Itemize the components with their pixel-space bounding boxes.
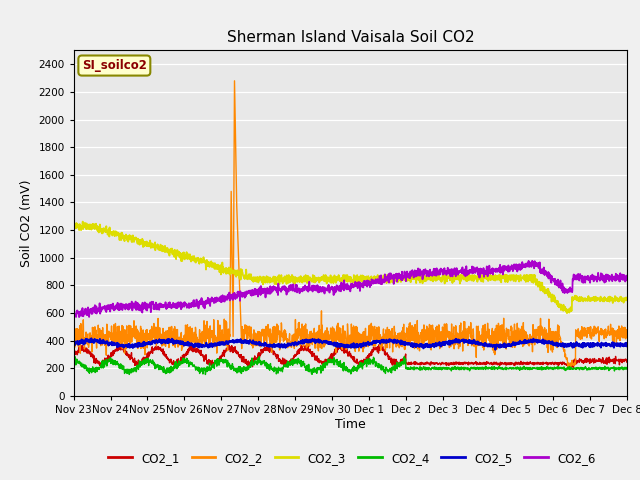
CO2_6	[623, 274, 631, 280]
CO2_4	[70, 357, 77, 363]
CO2_2	[506, 334, 514, 340]
CO2_3	[506, 274, 513, 279]
CO2_5	[339, 342, 347, 348]
Line: CO2_5: CO2_5	[74, 338, 627, 349]
Line: CO2_6: CO2_6	[74, 261, 627, 317]
CO2_2	[623, 329, 631, 335]
CO2_5	[70, 341, 77, 347]
CO2_6	[76, 314, 83, 320]
Y-axis label: Soil CO2 (mV): Soil CO2 (mV)	[20, 180, 33, 267]
CO2_5	[324, 341, 332, 347]
CO2_4	[608, 365, 616, 371]
CO2_3	[324, 277, 332, 283]
CO2_6	[529, 258, 536, 264]
Line: CO2_4: CO2_4	[74, 357, 627, 374]
CO2_1	[608, 359, 616, 364]
Line: CO2_3: CO2_3	[74, 221, 627, 313]
Legend: CO2_1, CO2_2, CO2_3, CO2_4, CO2_5, CO2_6: CO2_1, CO2_2, CO2_3, CO2_4, CO2_5, CO2_6	[104, 447, 600, 469]
CO2_6	[608, 272, 616, 278]
CO2_6	[324, 282, 332, 288]
CO2_3	[339, 278, 347, 284]
CO2_1	[570, 364, 577, 370]
CO2_2	[564, 365, 572, 371]
Text: SI_soilco2: SI_soilco2	[82, 59, 147, 72]
CO2_4	[98, 364, 106, 370]
CO2_3	[98, 228, 106, 233]
CO2_2	[607, 330, 615, 336]
CO2_5	[623, 342, 631, 348]
CO2_4	[339, 362, 347, 368]
CO2_5	[88, 336, 95, 341]
CO2_2	[98, 340, 106, 346]
CO2_4	[506, 365, 514, 371]
CO2_2	[70, 338, 77, 344]
CO2_2	[230, 78, 238, 84]
CO2_6	[99, 306, 106, 312]
CO2_1	[506, 360, 514, 366]
CO2_6	[506, 267, 514, 273]
CO2_2	[324, 341, 332, 347]
CO2_3	[623, 296, 631, 301]
CO2_1	[70, 352, 77, 358]
CO2_5	[607, 342, 615, 348]
CO2_6	[70, 310, 77, 315]
CO2_4	[607, 365, 615, 371]
CO2_4	[202, 372, 209, 377]
CO2_1	[607, 358, 615, 363]
CO2_3	[70, 218, 77, 224]
CO2_5	[506, 342, 514, 348]
CO2_4	[401, 354, 408, 360]
CO2_5	[608, 342, 616, 348]
CO2_1	[623, 359, 631, 365]
CO2_3	[607, 296, 615, 302]
CO2_5	[99, 340, 106, 346]
CO2_1	[375, 342, 383, 348]
CO2_1	[98, 361, 106, 367]
CO2_3	[607, 295, 615, 300]
CO2_4	[623, 365, 631, 371]
Title: Sherman Island Vaisala Soil CO2: Sherman Island Vaisala Soil CO2	[227, 30, 474, 45]
CO2_5	[492, 347, 499, 352]
X-axis label: Time: Time	[335, 418, 366, 431]
Line: CO2_2: CO2_2	[74, 81, 627, 368]
CO2_2	[339, 323, 347, 329]
CO2_1	[324, 358, 332, 363]
CO2_6	[339, 283, 347, 289]
CO2_2	[608, 328, 616, 334]
CO2_4	[324, 360, 332, 365]
Line: CO2_1: CO2_1	[74, 345, 627, 367]
CO2_3	[563, 310, 571, 316]
CO2_1	[339, 344, 347, 350]
CO2_6	[607, 276, 615, 281]
